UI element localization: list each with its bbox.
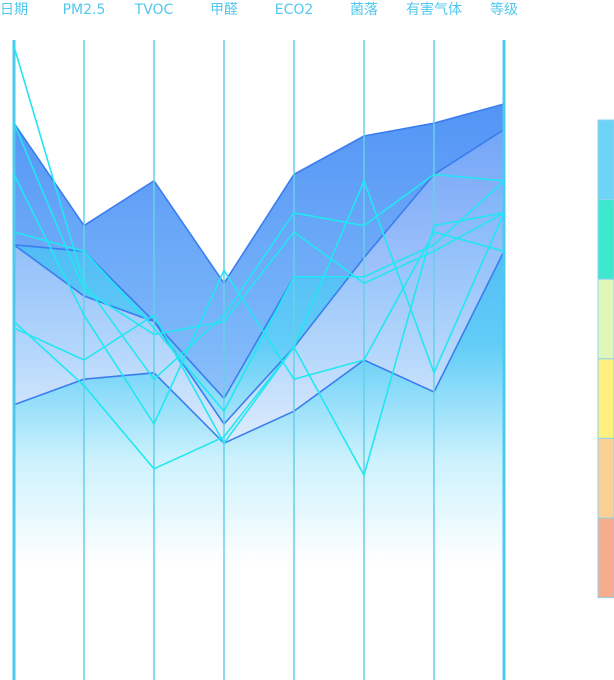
data-line-5: [13, 212, 505, 478]
visual-map-piece-2[interactable]: [597, 278, 614, 360]
visual-map-piece-5[interactable]: [597, 517, 614, 599]
axis-label-6: 有害气体: [406, 2, 462, 18]
band-area-1: [14, 104, 504, 399]
axis-label-3: 甲醛: [210, 2, 238, 18]
visual-map-piece-1[interactable]: [597, 199, 614, 280]
data-line-2: [13, 122, 505, 336]
band-lower-edge-2: [13, 250, 505, 445]
data-line-1: [13, 46, 505, 381]
data-line-6: [13, 180, 505, 413]
visual-map-piece-3[interactable]: [597, 358, 614, 439]
axis-label-7: 等级: [490, 1, 518, 18]
visual-map-piece-4[interactable]: [597, 437, 614, 519]
band-upper-edge-1: [13, 103, 505, 285]
axis-label-4: ECO2: [275, 2, 314, 18]
band-area-2: [14, 129, 504, 444]
axis-label-1: PM2.5: [63, 2, 106, 18]
visual-map-piece-0[interactable]: [597, 119, 614, 201]
data-line-3: [13, 178, 505, 445]
axis-label-5: 菌落: [350, 2, 378, 18]
axis-label-2: TVOC: [134, 2, 174, 18]
data-line-4: [13, 174, 505, 426]
axis-label-0: 日期: [0, 2, 28, 18]
